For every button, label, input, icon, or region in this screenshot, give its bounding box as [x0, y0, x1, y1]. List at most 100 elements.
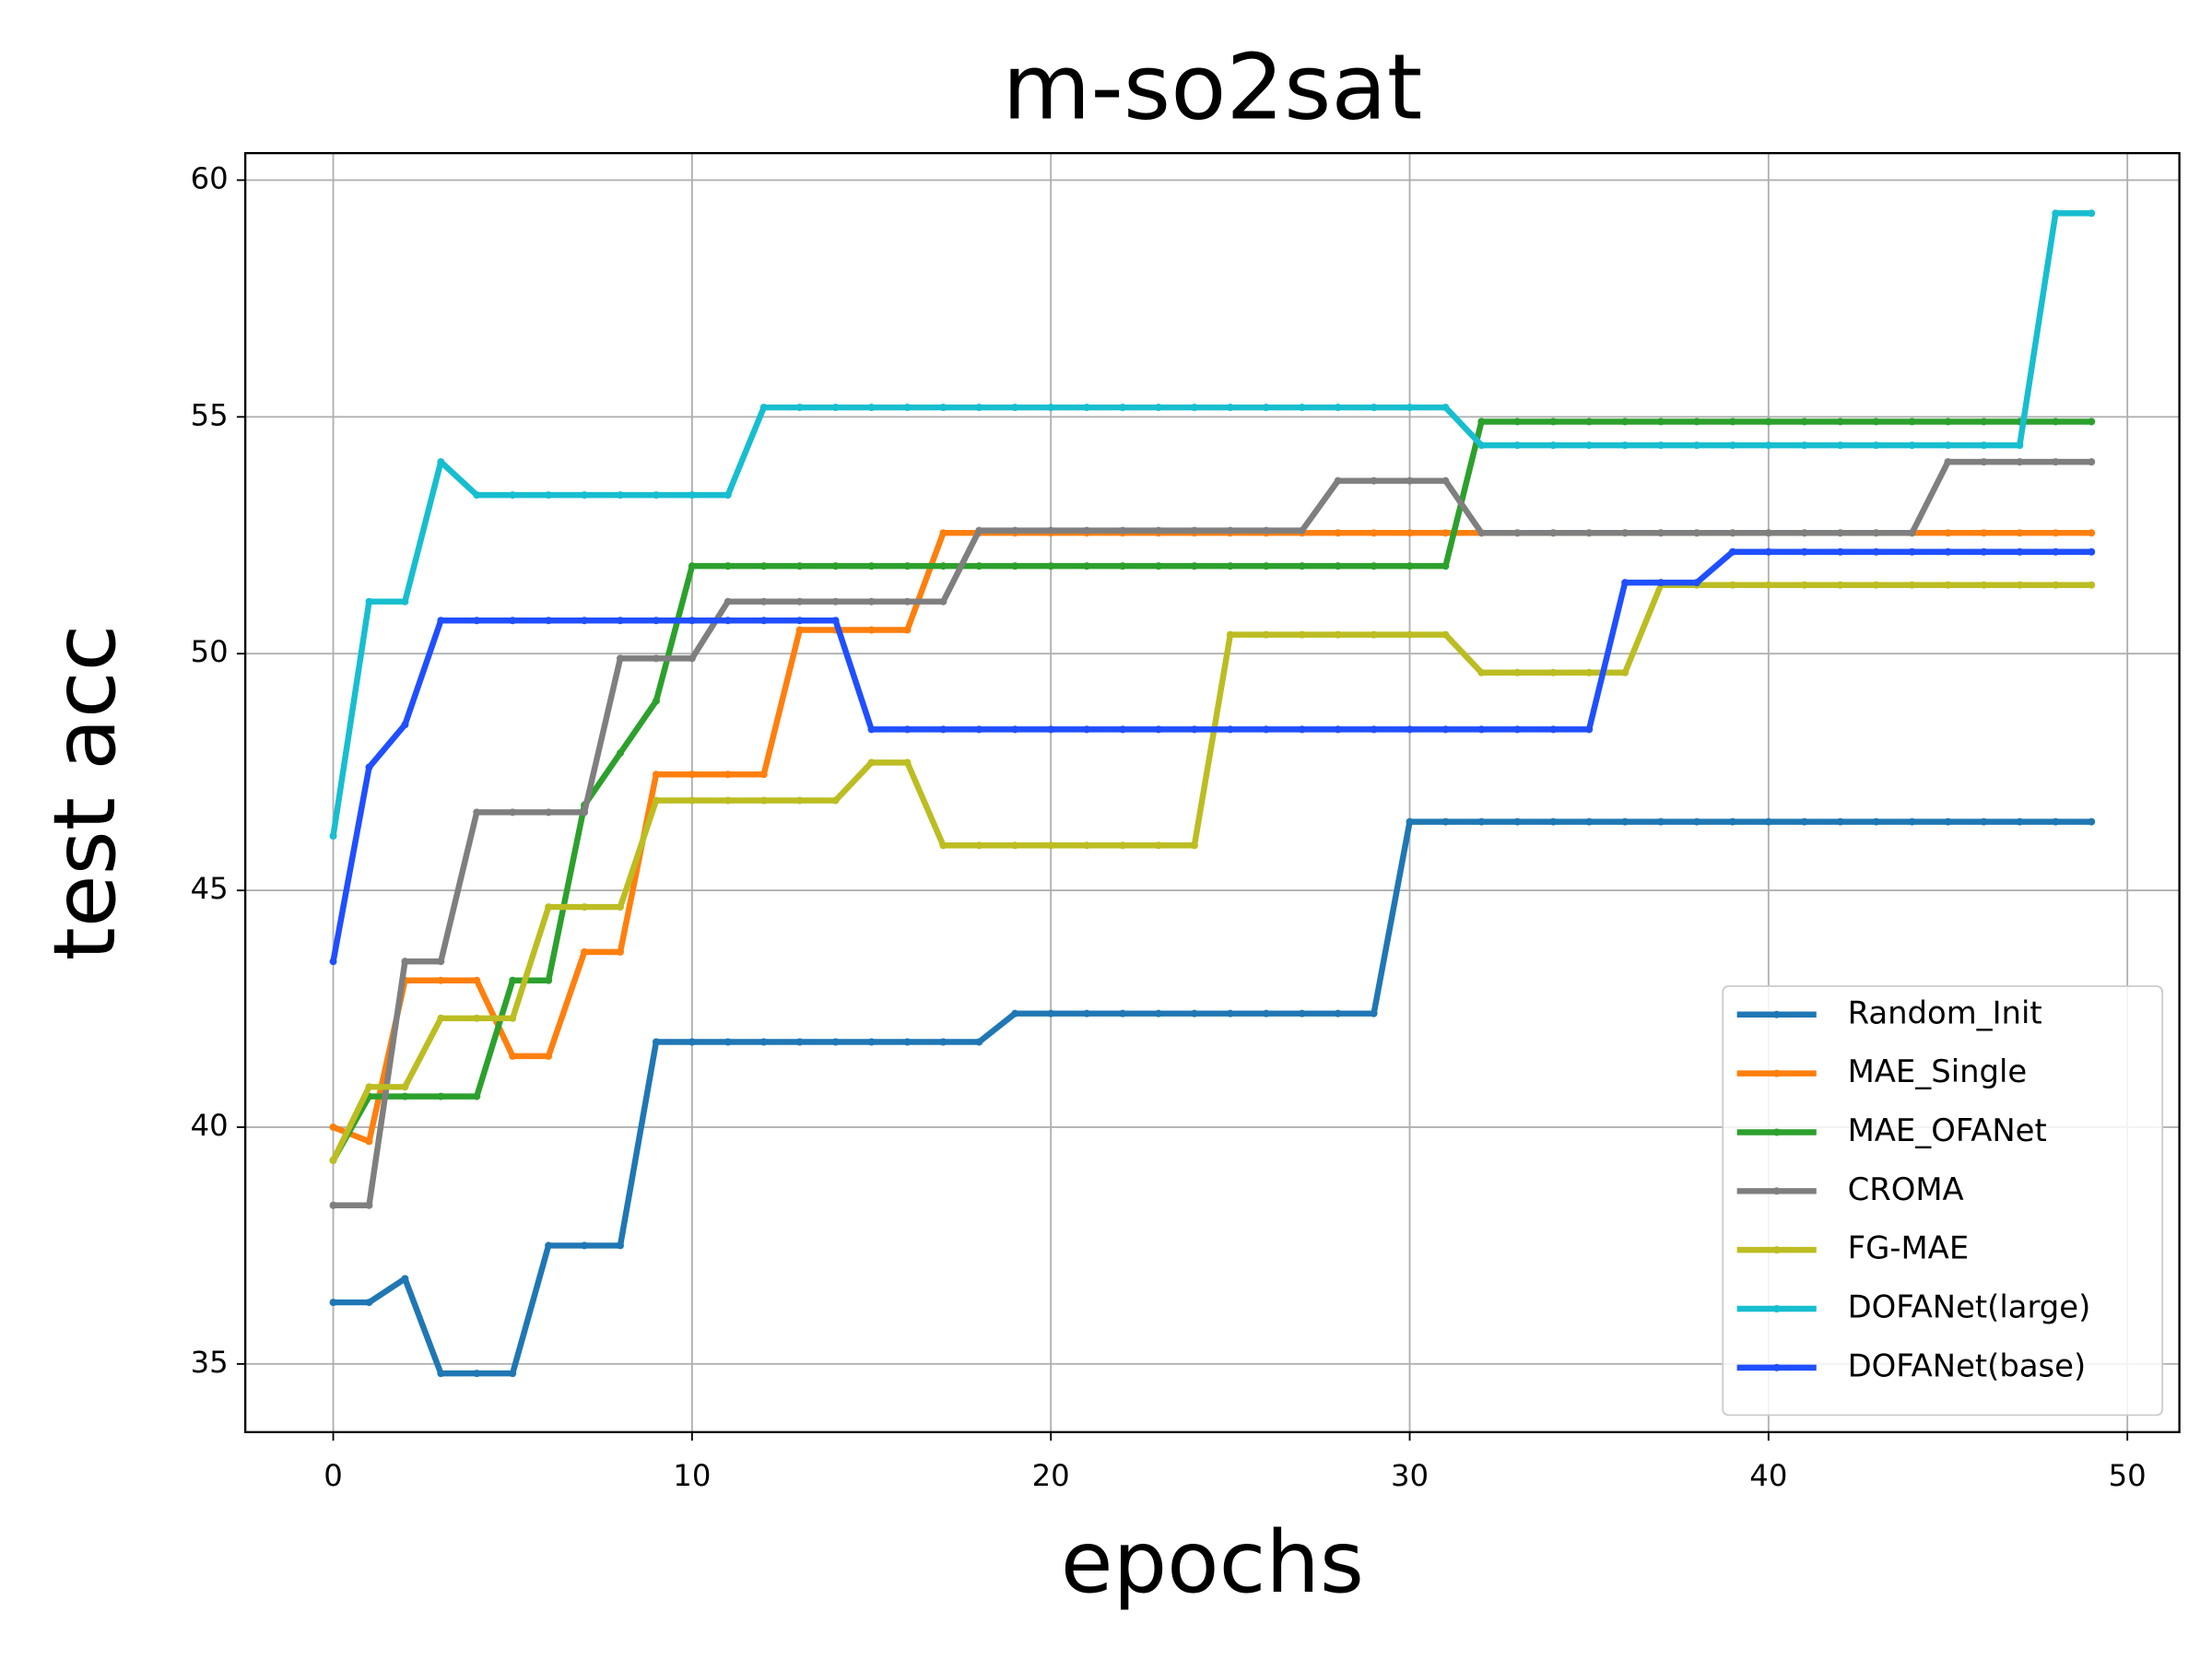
data-point — [1980, 529, 1988, 537]
data-point — [473, 617, 481, 625]
data-point — [1047, 1009, 1055, 1018]
data-point — [473, 491, 481, 500]
data-point — [1944, 581, 1952, 589]
data-point — [1549, 418, 1558, 426]
data-point — [1728, 418, 1736, 426]
y-tick-label: 35 — [191, 1345, 229, 1380]
y-tick-label: 40 — [191, 1108, 229, 1143]
legend-marker — [1772, 1128, 1781, 1136]
data-point — [1657, 441, 1665, 450]
legend-label: FG-MAE — [1848, 1230, 1970, 1266]
data-point — [1119, 526, 1127, 535]
data-point — [1226, 1009, 1234, 1018]
data-point — [724, 1038, 732, 1046]
data-point — [365, 597, 373, 606]
data-point — [652, 1038, 660, 1046]
data-point — [1298, 1009, 1306, 1018]
data-point — [1154, 562, 1162, 571]
data-point — [1334, 529, 1342, 537]
data-point — [1513, 529, 1522, 537]
data-point — [1262, 562, 1270, 571]
data-point — [1692, 529, 1700, 537]
data-point — [1944, 458, 1952, 466]
data-point — [1621, 441, 1630, 450]
data-point — [939, 841, 947, 850]
data-point — [1836, 818, 1844, 826]
data-point — [652, 654, 660, 663]
data-point — [1370, 529, 1378, 537]
data-point — [581, 617, 589, 625]
y-axis-label: test acc — [35, 625, 135, 961]
data-point — [939, 404, 947, 412]
data-point — [1477, 441, 1486, 450]
data-point — [1944, 547, 1952, 556]
data-point — [1944, 441, 1952, 450]
data-point — [616, 654, 624, 663]
data-point — [1800, 547, 1808, 556]
data-point — [724, 617, 732, 625]
data-point — [545, 1052, 553, 1060]
data-point — [759, 771, 768, 779]
data-point — [581, 491, 589, 500]
data-point — [1585, 818, 1594, 826]
data-point — [2088, 547, 2096, 556]
data-point — [365, 1299, 373, 1307]
series-line — [333, 458, 2092, 1208]
data-point — [795, 562, 804, 571]
data-point — [1836, 529, 1844, 537]
data-point — [473, 1370, 481, 1378]
data-point — [759, 1038, 768, 1046]
data-point — [1190, 1009, 1198, 1018]
data-point — [1872, 547, 1880, 556]
data-point — [795, 1038, 804, 1046]
data-point — [1908, 547, 1916, 556]
data-point — [1549, 441, 1558, 450]
data-point — [688, 562, 696, 571]
data-point — [1298, 725, 1306, 734]
data-point — [401, 958, 409, 966]
data-point — [1980, 441, 1988, 450]
data-point — [329, 1156, 337, 1164]
data-point — [1477, 418, 1486, 426]
data-point — [1083, 725, 1091, 734]
data-point — [1441, 630, 1450, 639]
data-point — [1549, 725, 1558, 734]
data-point — [1908, 581, 1916, 589]
data-point — [2052, 547, 2060, 556]
data-point — [1944, 418, 1952, 426]
y-tick-label: 45 — [191, 871, 229, 906]
data-point — [1226, 630, 1234, 639]
data-point — [1621, 579, 1630, 587]
data-point — [473, 1092, 481, 1100]
data-point — [1441, 404, 1450, 412]
data-point — [1692, 418, 1700, 426]
data-point — [795, 597, 804, 606]
data-point — [616, 947, 624, 956]
data-point — [545, 617, 553, 625]
data-point — [1011, 841, 1019, 850]
data-point — [2052, 818, 2060, 826]
data-point — [688, 796, 696, 805]
data-point — [1621, 529, 1630, 537]
data-point — [831, 617, 840, 625]
data-point — [2016, 581, 2024, 589]
data-point — [1083, 562, 1091, 571]
data-point — [1262, 630, 1270, 639]
data-point — [1334, 477, 1342, 485]
data-point — [616, 903, 624, 912]
legend-label: CROMA — [1848, 1171, 1964, 1207]
data-point — [939, 725, 947, 734]
data-point — [1872, 581, 1880, 589]
data-point — [1980, 418, 1988, 426]
data-point — [1119, 841, 1127, 850]
data-point — [1980, 458, 1988, 466]
data-point — [1154, 526, 1162, 535]
data-point — [939, 529, 947, 537]
data-point — [688, 491, 696, 500]
data-point — [867, 562, 876, 571]
data-point — [1190, 562, 1198, 571]
data-point — [1872, 441, 1880, 450]
data-point — [1083, 526, 1091, 535]
data-point — [1047, 404, 1055, 412]
